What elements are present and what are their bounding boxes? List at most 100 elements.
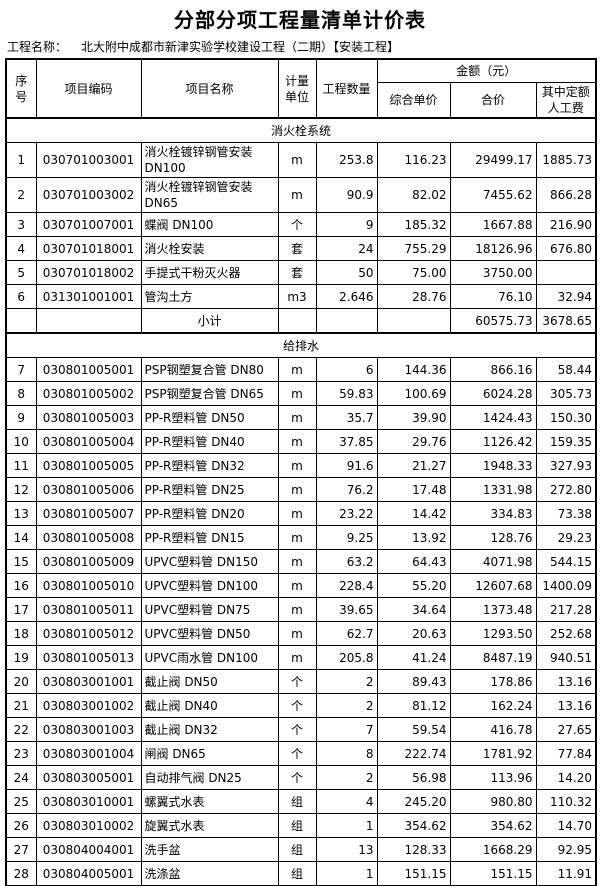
- total-price-cell: 980.80: [449, 789, 537, 814]
- seq-cell: 26: [5, 813, 37, 838]
- total-price-cell: 6024.28: [449, 381, 537, 406]
- unit-cell: 个: [277, 741, 317, 766]
- table-row: 21 030803001002 截止阀 DN40 个 2 81.12 162.24 13.16: [5, 693, 597, 718]
- unit-cell: 组: [277, 813, 317, 838]
- unit-cell: m: [277, 549, 317, 574]
- unit-price-cell: 29.76: [376, 429, 451, 454]
- unit-price-cell: 56.98: [376, 765, 451, 790]
- labor-cell: 73.38: [535, 501, 597, 526]
- unit-price-cell: 64.43: [376, 549, 451, 574]
- name-cell: 管沟土方: [140, 284, 279, 309]
- total-price-cell: 4071.98: [449, 549, 537, 574]
- name-cell: PSP钢塑复合管 DN65: [140, 381, 279, 406]
- labor-cell: 110.32: [535, 789, 597, 814]
- unit-price-cell: 151.15: [376, 861, 451, 886]
- labor-cell: 13.16: [535, 669, 597, 694]
- name-cell: PSP钢塑复合管 DN80: [140, 357, 279, 382]
- qty-cell: 1: [315, 813, 378, 838]
- table-row: 2 030701003002 消火栓镀锌钢管安装 DN65 m 90.9 82.02 745…: [5, 177, 597, 213]
- unit-price-cell: 144.36: [376, 357, 451, 382]
- name-cell: PP-R塑料管 DN25: [140, 477, 279, 502]
- table-row: 5 030701018002 手提式干粉灭火器套 50 75.00 3750.00: [5, 260, 597, 285]
- qty-cell: 23.22: [315, 501, 378, 526]
- name-cell: 截止阀 DN32: [140, 717, 279, 742]
- unit-cell: m: [277, 597, 317, 622]
- qty-cell: 50: [315, 260, 378, 285]
- seq-cell: 14: [5, 525, 37, 550]
- unit-cell: m: [277, 381, 317, 406]
- qty-cell: 37.85: [315, 429, 378, 454]
- header-row-sub: 综合单价 合价 其中定额 人工费: [6, 82, 597, 119]
- code-cell: 030803010002: [35, 813, 142, 838]
- labor-cell: 305.73: [535, 381, 597, 406]
- header-code: 项目编码: [35, 58, 142, 119]
- unit-cell: m: [277, 645, 317, 670]
- unit-price-cell: 17.48: [376, 477, 451, 502]
- seq-cell: 15: [5, 549, 37, 574]
- table-row: 1 030701003001 消火栓镀锌钢管安装 DN100 m 253.8 116.23…: [5, 142, 597, 178]
- unit-price-cell: 185.32: [376, 212, 451, 237]
- total-price-cell: 1293.50: [449, 621, 537, 646]
- name-cell: 旋翼式水表: [140, 813, 279, 838]
- qty-cell: 2: [315, 669, 378, 694]
- name-cell: 自动排气阀 DN25: [140, 765, 279, 790]
- unit-price-cell: 354.62: [376, 813, 451, 838]
- labor-cell: 1885.73: [535, 142, 597, 178]
- labor-cell: 3678.65: [535, 308, 597, 334]
- unit-cell: 组: [277, 789, 317, 814]
- unit-price-cell: 21.27: [376, 453, 451, 478]
- unit-price-cell: 41.24: [376, 645, 451, 670]
- project-name-line: 工程名称： 北大附中成都市新津实验学校建设工程（二期）【安装工程】: [7, 39, 595, 55]
- total-price-cell: 18126.96: [449, 236, 537, 261]
- name-cell: 洗涤盆: [140, 861, 279, 886]
- unit-price-cell: 89.43: [376, 669, 451, 694]
- qty-cell: 13: [315, 837, 378, 862]
- seq-cell: 21: [5, 693, 37, 718]
- total-price-cell: 1667.88: [449, 212, 537, 237]
- code-cell: 031301001001: [35, 284, 142, 309]
- table-row: 18 030801005012 UPVC塑料管 DN50 m 62.7 20.63 1293…: [5, 621, 597, 646]
- unit-cell: m: [277, 142, 317, 178]
- qty-cell: 63.2: [315, 549, 378, 574]
- total-price-cell: 8487.19: [449, 645, 537, 670]
- code-cell: 030803001004: [35, 741, 142, 766]
- labor-cell: 92.95: [535, 837, 597, 862]
- seq-cell: 16: [5, 573, 37, 598]
- unit-price-cell: 34.64: [376, 597, 451, 622]
- name-cell: PP-R塑料管 DN20: [140, 501, 279, 526]
- name-cell: PP-R塑料管 DN32: [140, 453, 279, 478]
- labor-cell: 940.51: [535, 645, 597, 670]
- qty-cell: 90.9: [315, 177, 378, 213]
- unit-cell: 个: [277, 212, 317, 237]
- total-price-cell: 29499.17: [449, 142, 537, 178]
- labor-cell: 27.65: [535, 717, 597, 742]
- section-row: 消火栓系统: [5, 117, 597, 143]
- unit-price-cell: 20.63: [376, 621, 451, 646]
- code-cell: 030804004001: [35, 837, 142, 862]
- seq-cell: 6: [5, 284, 37, 309]
- code-cell: 030801005012: [35, 621, 142, 646]
- section-label: 给排水: [5, 332, 597, 358]
- total-price-cell: 1668.29: [449, 837, 537, 862]
- unit-cell: m: [277, 177, 317, 213]
- code-cell: 030701003001: [35, 142, 142, 178]
- qty-cell: 2: [315, 693, 378, 718]
- name-cell: 蝶阀 DN100: [140, 212, 279, 237]
- project-name-label: 工程名称：: [7, 40, 68, 54]
- section-row: 给排水: [5, 332, 597, 358]
- qty-cell: 2.646: [315, 284, 378, 309]
- name-cell: PP-R塑料管 DN15: [140, 525, 279, 550]
- seq-cell: 4: [5, 236, 37, 261]
- seq-cell: 7: [5, 357, 37, 382]
- table-row: 11 030801005005 PP-R塑料管 DN32 m 91.6 21.27 1948…: [5, 453, 597, 478]
- unit-price-cell: 222.74: [376, 741, 451, 766]
- code-cell: 030801005001: [35, 357, 142, 382]
- name-cell: 消火栓镀锌钢管安装 DN65: [140, 177, 279, 213]
- project-name-value: 北大附中成都市新津实验学校建设工程（二期）【安装工程】: [81, 40, 400, 54]
- unit-cell: m: [277, 357, 317, 382]
- name-cell: 手提式干粉灭火器: [140, 260, 279, 285]
- unit-cell: m: [277, 429, 317, 454]
- total-price-cell: 416.78: [449, 717, 537, 742]
- qty-cell: 59.83: [315, 381, 378, 406]
